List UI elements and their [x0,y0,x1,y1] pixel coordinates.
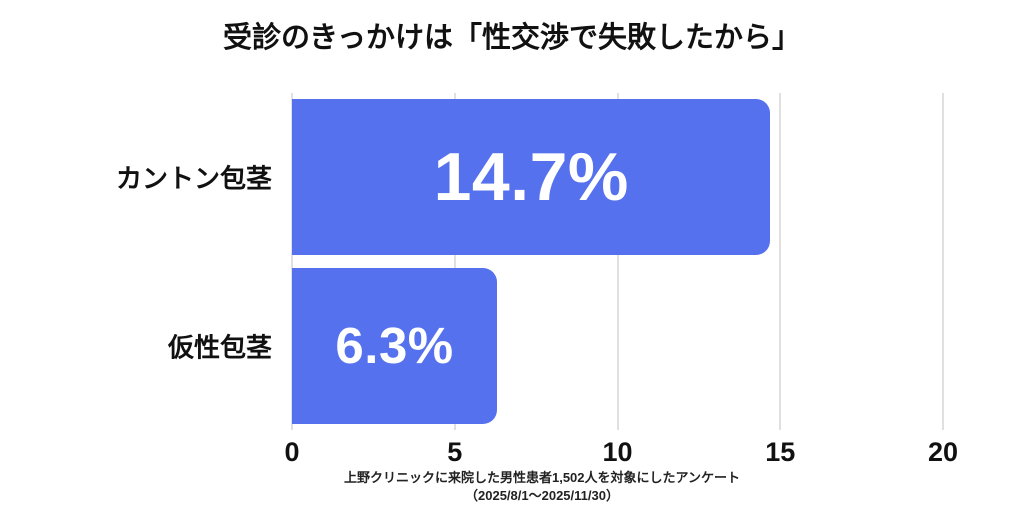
bar-1: 6.3% [292,267,498,424]
category-label-1: 仮性包茎 [167,332,272,363]
gridline-10 [616,93,619,430]
bar-value-label-0: 14.7% [433,139,629,216]
footer-note: 上野クリニックに来院した男性患者1,502人を対象にしたアンケート （2025/… [60,469,1024,505]
x-tick-label-0: 0 [284,437,300,467]
bar-0: 14.7% [292,99,771,256]
gridline-15 [779,93,782,430]
footer-line-2: （2025/8/1～2025/11/30） [465,488,619,503]
x-tick-label-15: 15 [765,437,796,467]
gridline-20 [942,93,944,430]
plot-area: 14.7% 6.3% [291,93,944,430]
x-tick-label-5: 5 [447,437,463,467]
gridline-5 [453,93,456,430]
x-tick-label-20: 20 [927,437,959,467]
footer-line-1: 上野クリニックに来院した男性患者1,502人を対象にしたアンケート [343,470,740,485]
bar-value-label-1: 6.3% [335,317,454,375]
x-tick-label-10: 10 [602,437,633,467]
gridline-0 [291,93,293,430]
chart-title: 受診のきっかけは「性交渉で失敗したから」 [223,22,801,54]
category-label-0: カントン包茎 [115,163,272,194]
